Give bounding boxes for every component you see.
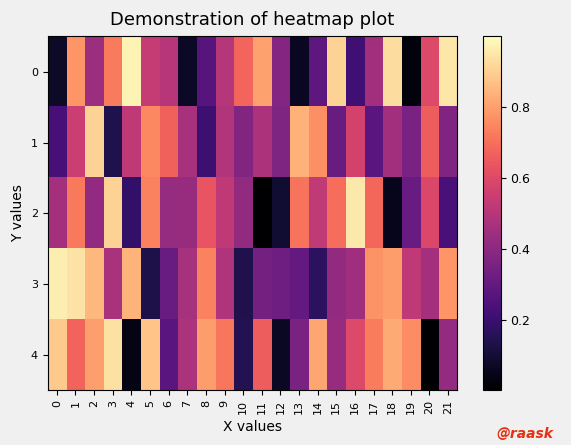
X-axis label: X values: X values bbox=[223, 420, 282, 434]
Y-axis label: Y values: Y values bbox=[11, 184, 25, 242]
Title: Demonstration of heatmap plot: Demonstration of heatmap plot bbox=[110, 11, 395, 29]
Text: @raask: @raask bbox=[497, 427, 554, 441]
